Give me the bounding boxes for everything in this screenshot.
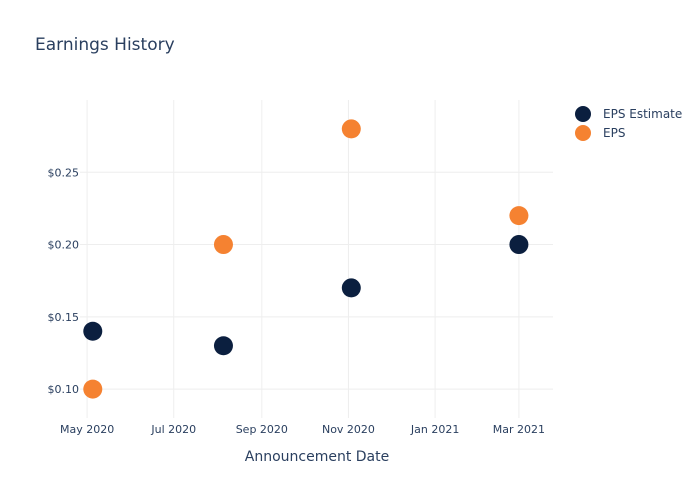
data-point[interactable] — [83, 379, 103, 399]
data-point[interactable] — [341, 119, 361, 139]
x-tick-label: Sep 2020 — [236, 423, 288, 436]
x-axis-title: Announcement Date — [245, 449, 389, 465]
data-point[interactable] — [341, 278, 361, 298]
y-tick-label: $0.25 — [48, 166, 80, 179]
y-tick-label: $0.20 — [48, 239, 80, 252]
y-axis-ticks: $0.10 $0.15 $0.20 $0.25 — [48, 166, 80, 396]
legend-label: EPS Estimate — [603, 107, 682, 121]
data-point[interactable] — [83, 321, 103, 341]
x-axis-ticks: May 2020 Jul 2020 Sep 2020 Nov 2020 Jan 2021… — [60, 423, 545, 436]
legend-label: EPS — [603, 126, 625, 140]
data-point[interactable] — [509, 206, 529, 226]
legend-item[interactable]: EPS — [575, 125, 625, 141]
series-eps — [83, 119, 529, 399]
y-tick-label: $0.15 — [48, 311, 80, 324]
grid — [80, 100, 553, 418]
chart-title: Earnings History — [35, 35, 175, 55]
x-tick-label: May 2020 — [60, 423, 114, 436]
legend-marker — [575, 106, 591, 122]
series-eps-estimate — [83, 235, 529, 356]
data-point[interactable] — [213, 336, 233, 356]
x-tick-label: Jan 2021 — [410, 423, 459, 436]
data-point[interactable] — [509, 235, 529, 255]
y-tick-label: $0.10 — [48, 383, 80, 396]
x-tick-label: Mar 2021 — [493, 423, 545, 436]
legend[interactable]: EPS Estimate EPS — [575, 106, 682, 141]
data-point[interactable] — [213, 235, 233, 255]
legend-marker — [575, 125, 591, 141]
data-points — [83, 119, 529, 399]
x-tick-label: Jul 2020 — [150, 423, 196, 436]
legend-item[interactable]: EPS Estimate — [575, 106, 682, 122]
x-tick-label: Nov 2020 — [322, 423, 375, 436]
